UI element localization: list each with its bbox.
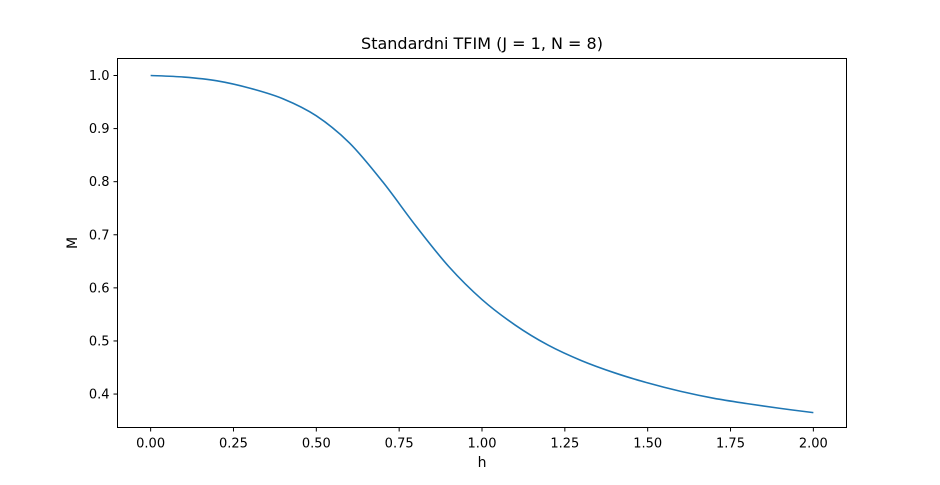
y-tick-label: 0.7 <box>89 228 110 243</box>
y-tick-label: 0.4 <box>89 388 110 403</box>
plot-frame <box>117 58 847 428</box>
x-tick-label: 0.50 <box>302 437 331 452</box>
x-tick-label: 0.25 <box>219 437 248 452</box>
x-axis-label: h <box>478 455 487 471</box>
y-tick-label: 0.6 <box>89 281 110 296</box>
x-tick-label: 0.75 <box>385 437 414 452</box>
x-tick-label: 1.75 <box>716 437 745 452</box>
tick-layer: 0.00 0.25 0.50 0.75 1.00 1.25 1.50 1.75 2.00 0.4 0… <box>89 69 828 452</box>
y-tick-label: 1.0 <box>89 69 110 84</box>
x-tick-label: 1.50 <box>633 437 662 452</box>
x-tick-label: 1.25 <box>550 437 579 452</box>
y-axis-label: M <box>65 237 81 249</box>
series-line <box>150 74 814 414</box>
y-tick-label: 0.8 <box>89 175 110 190</box>
x-tick-label: 2.00 <box>799 437 828 452</box>
y-tick-label: 0.5 <box>89 334 110 349</box>
x-tick-label: 1.00 <box>468 437 497 452</box>
chart-title: Standardni TFIM (J = 1, N = 8) <box>361 34 603 53</box>
y-tick-label: 0.9 <box>89 122 110 137</box>
x-tick-label: 0.00 <box>136 437 165 452</box>
plot-layer <box>150 74 814 414</box>
